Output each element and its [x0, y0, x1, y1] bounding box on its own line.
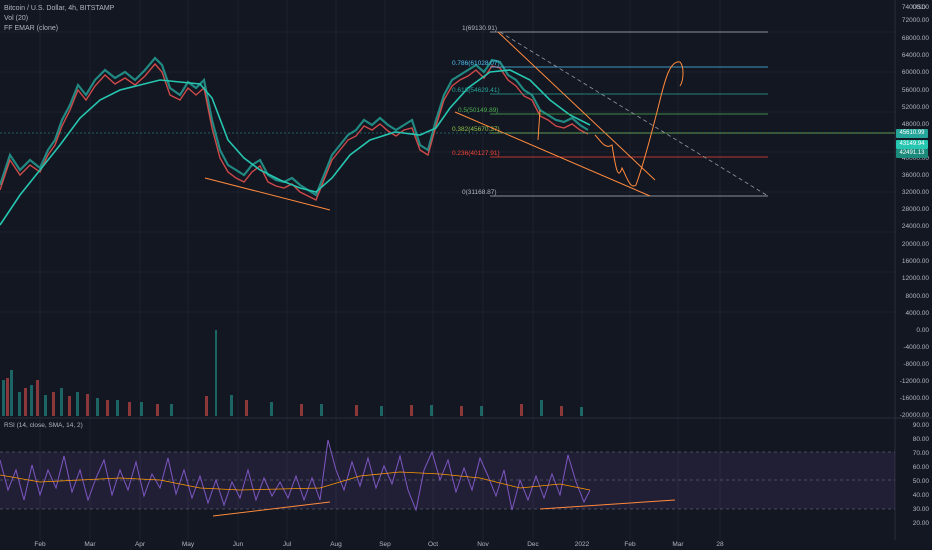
price-candles-up: [0, 56, 589, 197]
svg-text:72000.00: 72000.00: [902, 17, 929, 24]
svg-text:8000.00: 8000.00: [906, 293, 930, 300]
ema-price-tag-b: 42491.13: [896, 149, 928, 158]
projection-dashed-line[interactable]: [499, 31, 769, 197]
svg-text:Feb: Feb: [34, 541, 46, 548]
svg-text:-16000.00: -16000.00: [900, 395, 930, 402]
volume-axis[interactable]: 4000.00 0.00 -4000.00 -8000.00 -12000.00…: [900, 310, 930, 419]
current-price-tag: 45610.99: [896, 129, 928, 138]
svg-text:16000.00: 16000.00: [902, 258, 929, 265]
svg-text:2022: 2022: [575, 541, 590, 548]
currency-label: USD: [912, 4, 926, 11]
symbol-title[interactable]: Bitcoin / U.S. Dollar, 4h, BITSTAMP: [4, 5, 115, 12]
svg-text:Apr: Apr: [135, 541, 146, 548]
drawings[interactable]: [204, 31, 684, 211]
svg-text:Aug: Aug: [330, 541, 342, 548]
svg-text:28: 28: [716, 541, 724, 548]
svg-text:32000.00: 32000.00: [902, 189, 929, 196]
ema-indicator-label[interactable]: FF EMAR (clone): [4, 25, 59, 32]
svg-text:56000.00: 56000.00: [902, 87, 929, 94]
svg-text:-8000.00: -8000.00: [903, 361, 929, 368]
svg-text:-12000.00: -12000.00: [900, 378, 930, 385]
rsi-axis[interactable]: 90.00 80.00 70.00 60.00 50.00 40.00 30.0…: [913, 422, 930, 527]
svg-text:68000.00: 68000.00: [902, 35, 929, 42]
volume-bars-down: [6, 378, 563, 416]
svg-text:80.00: 80.00: [913, 436, 930, 443]
svg-text:-4000.00: -4000.00: [903, 344, 929, 351]
fib-label-0618: 0.618(54629.41): [452, 87, 500, 94]
volume-indicator-label[interactable]: Vol (20): [4, 15, 29, 22]
svg-text:May: May: [182, 541, 195, 548]
svg-text:Jun: Jun: [233, 541, 244, 548]
svg-text:52000.00: 52000.00: [902, 104, 929, 111]
svg-text:40.00: 40.00: [913, 492, 930, 499]
svg-text:Mar: Mar: [84, 541, 96, 548]
svg-text:-20000.00: -20000.00: [900, 412, 930, 419]
svg-text:Oct: Oct: [428, 541, 438, 548]
svg-text:Jul: Jul: [283, 541, 292, 548]
svg-text:60000.00: 60000.00: [902, 69, 929, 76]
rsi-indicator-label[interactable]: RSI (14, close, SMA, 14, 2): [4, 422, 83, 429]
price-axis[interactable]: 74000.00 72000.00 68000.00 64000.00 6000…: [902, 4, 930, 300]
svg-text:20.00: 20.00: [913, 520, 930, 527]
fib-label-0236: 0.236(40127.91): [452, 150, 500, 157]
svg-text:Mar: Mar: [672, 541, 684, 548]
svg-text:36000.00: 36000.00: [902, 172, 929, 179]
svg-text:74000.00: 74000.00: [902, 4, 929, 11]
grid: [0, 0, 895, 540]
fib-label-1: 1(69130.91): [462, 25, 497, 32]
svg-text:Feb: Feb: [624, 541, 636, 548]
svg-text:30.00: 30.00: [913, 506, 930, 513]
rsi-trendline-1[interactable]: [212, 501, 331, 517]
svg-text:24000.00: 24000.00: [902, 223, 929, 230]
svg-text:28000.00: 28000.00: [902, 206, 929, 213]
ema-line: [0, 69, 591, 226]
rsi-line: [0, 439, 591, 512]
chart-legend[interactable]: Bitcoin / U.S. Dollar, 4h, BITSTAMP Vol …: [4, 4, 114, 34]
ema-price-tag-a: 43149.94: [896, 140, 928, 149]
svg-text:Dec: Dec: [527, 541, 539, 548]
svg-text:12000.00: 12000.00: [902, 275, 929, 282]
svg-text:70.00: 70.00: [913, 450, 930, 457]
svg-text:64000.00: 64000.00: [902, 52, 929, 59]
svg-text:Sep: Sep: [379, 541, 391, 548]
fib-label-0382: 0.382(45670.37): [452, 126, 500, 133]
fib-label-0: 0(31168.87): [462, 189, 497, 196]
rsi-sma-line: [0, 471, 591, 491]
svg-text:20000.00: 20000.00: [902, 241, 929, 248]
svg-text:4000.00: 4000.00: [906, 310, 930, 317]
svg-text:90.00: 90.00: [913, 422, 930, 429]
time-axis[interactable]: Feb Mar Apr May Jun Jul Aug Sep Oct Nov …: [34, 541, 724, 548]
price-candles-down: [0, 62, 589, 201]
volume-bars: [2, 330, 583, 416]
svg-text:Nov: Nov: [477, 541, 489, 548]
svg-text:40000.00: 40000.00: [902, 155, 929, 162]
svg-text:48000.00: 48000.00: [902, 121, 929, 128]
rsi-trendline-2[interactable]: [539, 499, 676, 510]
fib-label-0786: 0.786(61028.07): [452, 60, 500, 67]
svg-text:0.00: 0.00: [916, 327, 929, 334]
svg-text:60.00: 60.00: [913, 464, 930, 471]
fib-label-05: 0.5(50149.89): [458, 107, 498, 114]
svg-text:50.00: 50.00: [913, 478, 930, 485]
